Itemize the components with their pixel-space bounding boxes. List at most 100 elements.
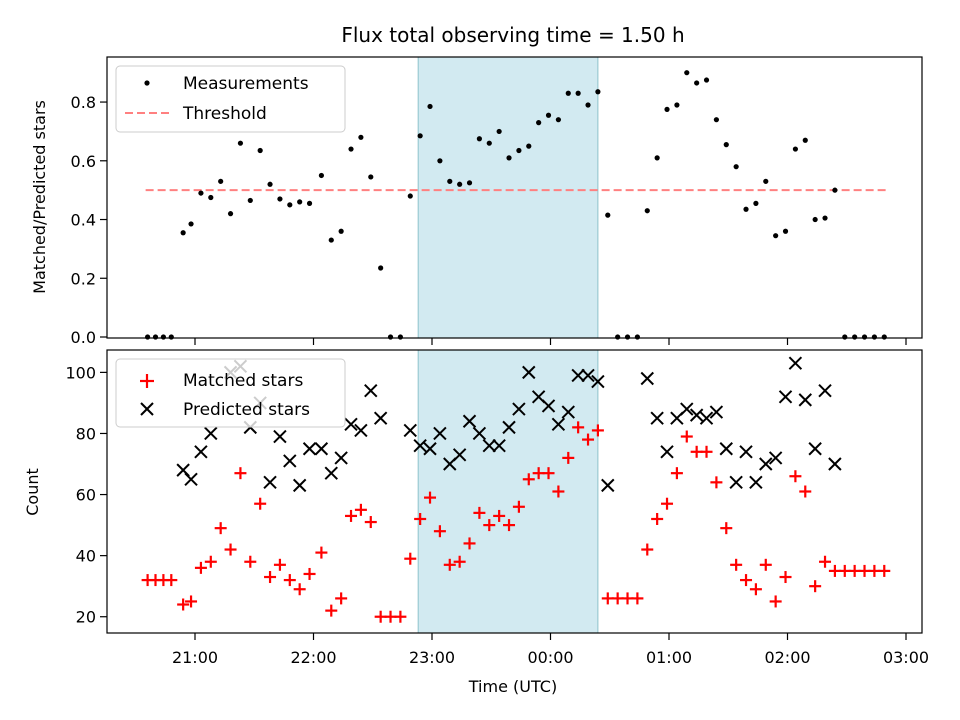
measurement-point [842,334,848,340]
predicted-point [344,417,358,432]
predicted-point [729,475,743,490]
measurement-point [802,137,808,143]
measurement-point [545,112,552,118]
matched-point [631,592,644,605]
matched-point [224,543,237,556]
matched-point [354,503,367,516]
matched-point [651,512,664,525]
measurement-point [634,334,641,340]
measurement-point [812,216,818,223]
measurement-point [861,334,868,340]
measurement-point [476,136,482,142]
matched-point [799,485,812,498]
measurement-point [585,102,591,108]
matched-point [264,571,277,584]
matched-point [345,509,358,522]
predicted-point [423,442,437,456]
measurement-point [644,208,650,214]
measurement-point [208,194,214,201]
ratio-y-tick-label: 0.6 [71,152,96,171]
matched-point [453,555,466,568]
predicted-point [452,448,467,462]
matched-point [194,561,207,574]
matched-point [443,558,456,571]
predicted-point [403,423,417,438]
predicted-point [601,478,615,493]
predicted-point [571,368,585,383]
predicted-point [689,408,704,422]
ratio-legend: Measurements Threshold [115,65,346,133]
count-y-tick-label: 80 [76,424,96,443]
matched-point [335,592,348,605]
count-y-axis-label: Count [23,468,42,516]
predicted-point [768,451,783,465]
count-panel: 20 40 60 80 100 21:00 22:00 23:00 00:00 01:00 02:… [23,349,929,696]
ratio-y-tick-label: 0.4 [71,211,96,230]
matched-point [710,476,723,489]
measurement-point [247,197,253,204]
predicted-point [699,411,714,425]
matched-point [512,500,525,513]
predicted-point [650,411,664,425]
predicted-point [364,383,378,398]
matched-point [177,598,190,611]
measurement-point [188,221,194,227]
measurement-point [277,196,283,202]
predicted-point [354,423,368,438]
predicted-point [709,405,724,419]
measurement-point [743,206,749,212]
predicted-point [581,368,595,383]
x-tick-label: 00:00 [527,648,573,667]
matched-point [759,558,772,571]
predicted-point [561,405,575,419]
measurement-point [605,212,611,218]
measurement-point [486,140,492,146]
matched-point [483,519,496,532]
x-tick-label: 21:00 [172,648,218,667]
matched-point [572,421,585,434]
matched-point [433,525,446,538]
measurements-legend-marker [144,80,150,86]
matched-point [582,433,595,446]
measurement-point [387,334,394,340]
measurement-point [457,181,463,187]
predicted-point [719,442,733,456]
predicted-point [522,365,536,380]
predicted-point [263,475,277,490]
matched-point [661,497,674,510]
predicted-point [462,414,477,428]
matched-point [700,445,713,458]
matched-point [542,467,555,480]
measurement-point [466,180,473,186]
measurement-point [773,233,779,239]
matched-point [493,509,506,522]
predicted-point [788,356,803,370]
measurement-point [437,158,443,164]
predicted-point [541,399,556,413]
x-tick-label: 22:00 [290,648,336,667]
predicted-point [798,393,812,407]
x-tick-label: 01:00 [646,648,692,667]
measurement-point [713,117,720,123]
measurement-point [328,237,334,243]
matched-point [562,451,575,464]
threshold-legend-label: Threshold [182,104,267,124]
measurement-point [397,334,403,340]
predicted-point [273,429,287,444]
matched-point [809,580,822,593]
measurement-point [152,334,159,340]
predicted-point [482,438,496,453]
measurement-point [565,90,571,96]
observing-window-span-top [417,56,599,339]
measurement-point [368,174,374,180]
x-tick-label: 23:00 [409,648,455,667]
measurement-point [832,187,838,193]
measurement-point [792,146,799,152]
measurement-point [378,265,384,271]
measurement-point [198,190,204,196]
matched-point [424,491,437,504]
matched-point [730,558,743,571]
measurement-point [496,128,502,135]
measurement-point [763,178,769,184]
